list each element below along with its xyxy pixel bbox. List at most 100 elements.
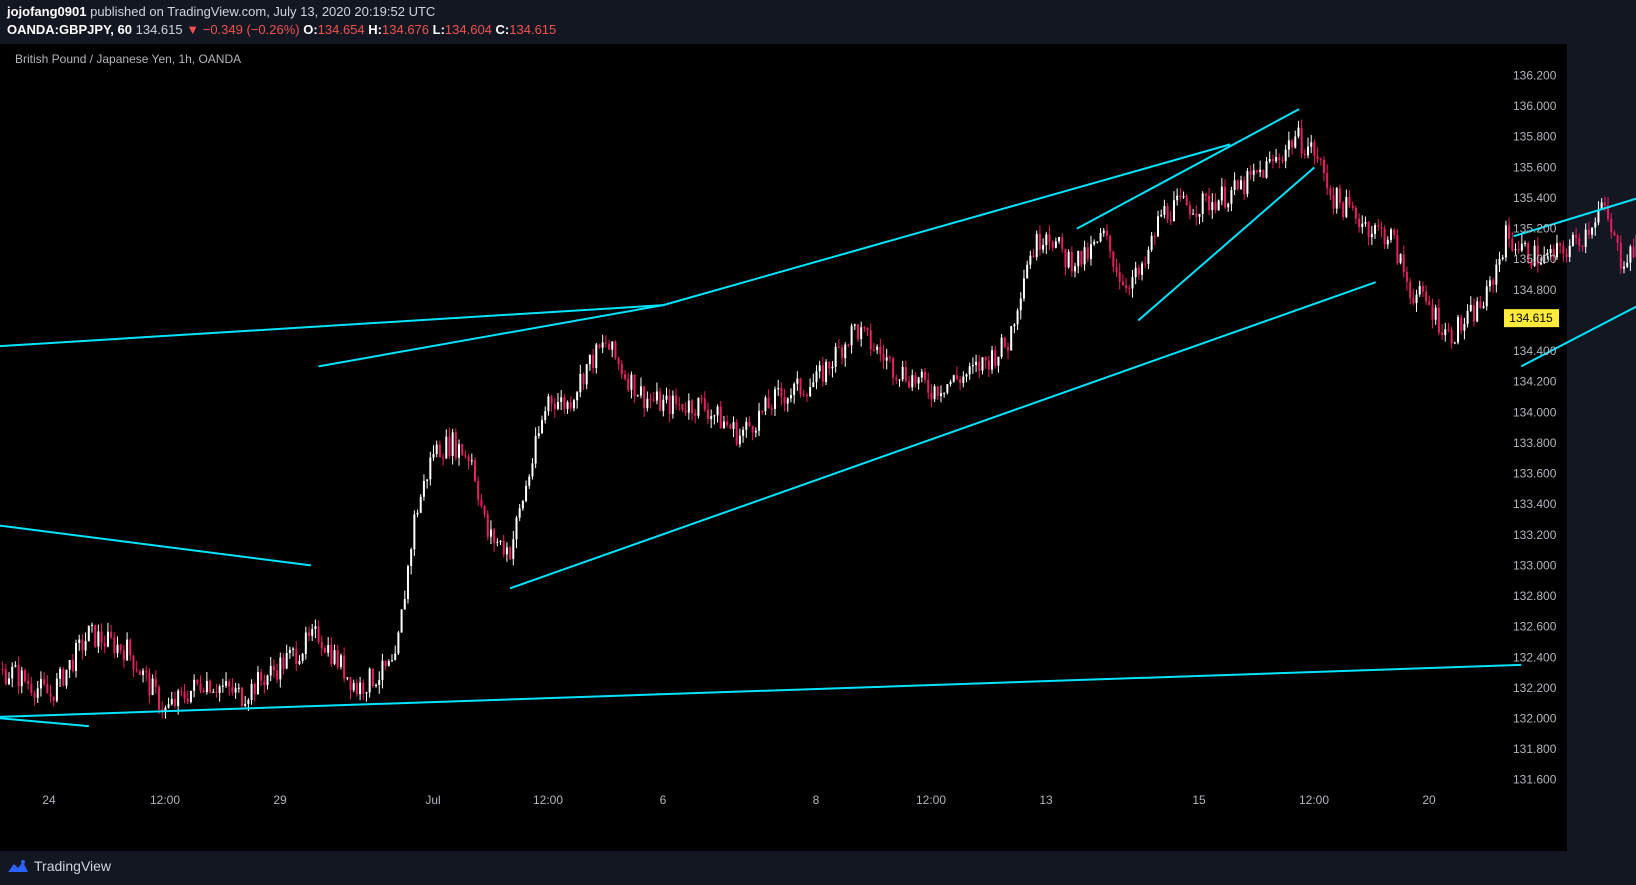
candle-body [1437, 307, 1440, 333]
candle-body [611, 341, 614, 350]
candle-body [671, 395, 674, 414]
candle-body [1466, 310, 1469, 324]
candle-body [84, 641, 87, 651]
candle-body [1313, 142, 1316, 157]
candle-body [1594, 222, 1597, 228]
candle-body [454, 432, 457, 458]
descending-channel-top[interactable] [0, 405, 312, 567]
candle-body [742, 429, 745, 436]
candle-body [997, 356, 1000, 366]
candle-body [904, 366, 907, 382]
y-tick-label: 133.200 [1513, 528, 1557, 542]
y-tick-label: 135.600 [1513, 160, 1557, 174]
candle-body [1141, 263, 1144, 275]
candle-body [30, 683, 33, 693]
candle-body [429, 457, 432, 480]
long-support-line[interactable] [0, 663, 1522, 749]
candle-body [1224, 186, 1227, 208]
candle-body [1610, 218, 1613, 233]
candle-body [1147, 249, 1150, 264]
candle-body [1007, 347, 1009, 351]
candle-body [1077, 250, 1080, 267]
candle-body [1131, 277, 1134, 289]
candle-body [282, 657, 285, 669]
candle-body [1166, 206, 1169, 220]
candle-body [1342, 202, 1345, 218]
candle-body [1169, 219, 1172, 222]
candle-body [1520, 243, 1523, 251]
candle-body [924, 371, 927, 381]
candle-body [46, 684, 49, 694]
candle-body [588, 354, 591, 365]
y-tick-label: 132.800 [1513, 589, 1557, 603]
candle-body [502, 540, 505, 555]
candle-body [633, 374, 636, 397]
candle-body [1536, 245, 1539, 265]
candle-body [1268, 159, 1271, 162]
y-tick-label: 135.000 [1513, 252, 1557, 266]
candle-body [620, 364, 623, 375]
candle-body [1393, 229, 1396, 235]
plot-area[interactable] [0, 44, 1567, 851]
candle-body [65, 669, 68, 686]
candle-body [687, 400, 690, 413]
candle-body [205, 680, 208, 692]
rising-wedge-lower[interactable] [1137, 166, 1316, 322]
tradingview-logo[interactable]: TradingView [7, 858, 111, 874]
upper-resistance-line[interactable] [0, 304, 664, 405]
open-label: O: [303, 22, 318, 37]
candle-body [1479, 301, 1482, 308]
candle-body [1575, 234, 1578, 239]
candle-body [869, 330, 872, 350]
candle-body [1118, 272, 1121, 282]
candle-body [1163, 206, 1166, 215]
candle-body [917, 377, 920, 384]
candle-body [946, 384, 949, 393]
candle-body [406, 565, 409, 599]
candle-body [1616, 235, 1619, 243]
price-scale[interactable] [1567, 44, 1636, 851]
upper-resistance-extension[interactable] [663, 143, 1231, 307]
last-price-label: 134.615 [1509, 311, 1553, 325]
candle-body [1319, 159, 1322, 161]
candle-body [1549, 249, 1552, 254]
candle-body [49, 693, 52, 697]
candle-body [288, 649, 291, 654]
price-chart[interactable]: British Pound / Japanese Yen, 1h, OANDA … [0, 44, 1636, 851]
candle-body [888, 357, 891, 359]
candle-body [955, 375, 958, 380]
candle-body [1345, 197, 1348, 218]
candle-body [770, 408, 773, 410]
bear-flag-lower[interactable] [1520, 267, 1636, 368]
candle-body [177, 690, 180, 707]
candle-body [237, 687, 240, 689]
trendlines-layer [0, 108, 1636, 749]
x-tick-label: 8 [813, 793, 820, 807]
author-name[interactable]: jojofang0901 [7, 4, 87, 19]
candle-body [1003, 337, 1006, 348]
candle-body [965, 374, 968, 377]
candle-body [837, 346, 840, 348]
footer-bar: TradingView [0, 851, 1636, 885]
bear-flag-upper[interactable] [1513, 170, 1636, 238]
candle-body [464, 455, 467, 457]
candle-body [1239, 180, 1242, 190]
x-tick-label: 13 [1039, 793, 1053, 807]
candle-body [62, 668, 65, 686]
candle-body [110, 631, 113, 638]
candle-body [94, 624, 97, 647]
candle-body [349, 677, 352, 691]
x-axis: 24 12:00 29 Jul 12:00 6 8 12:00 13 15 12:00 20 [42, 793, 1436, 807]
candle-body [308, 632, 311, 636]
second-resistance-line[interactable] [318, 304, 664, 368]
candle-body [355, 682, 358, 695]
candle-body [1565, 253, 1568, 258]
candle-body [241, 687, 243, 706]
symbol-label[interactable]: OANDA:GBPJPY, 60 [7, 22, 132, 37]
candle-body [908, 381, 911, 388]
candle-body [158, 686, 161, 710]
candle-body [189, 690, 192, 702]
candle-body [962, 376, 965, 383]
rising-wedge-upper[interactable] [1076, 108, 1300, 230]
rising-support-line[interactable] [509, 281, 1377, 590]
